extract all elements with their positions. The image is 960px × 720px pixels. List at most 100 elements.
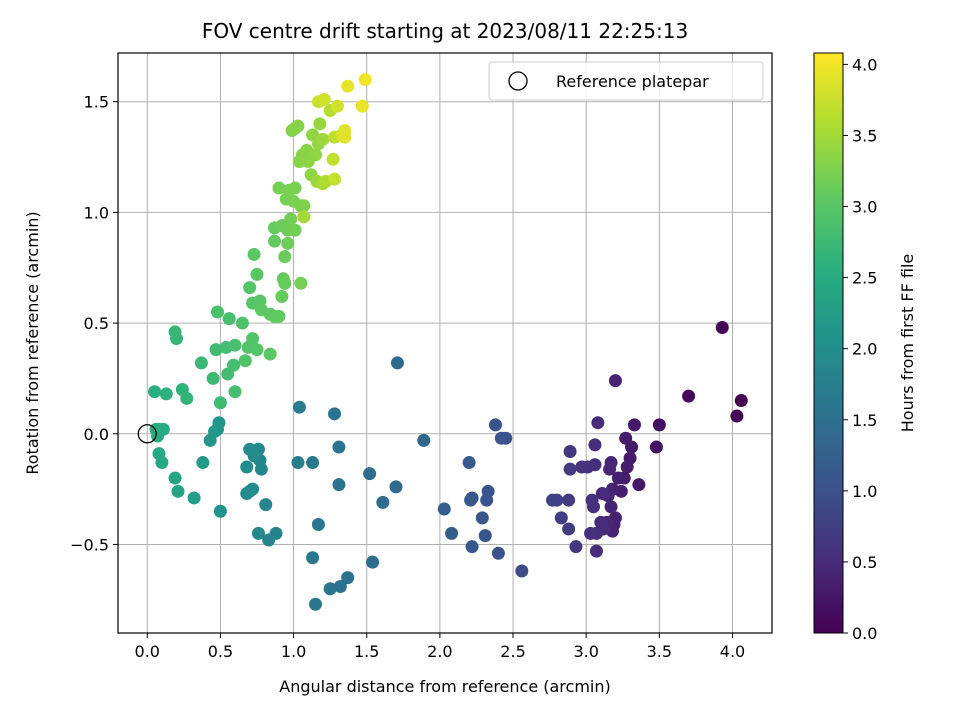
legend: Reference platepar xyxy=(488,61,764,101)
data-point xyxy=(465,540,479,554)
data-point xyxy=(389,480,403,494)
legend-marker-circle xyxy=(508,71,528,91)
colorbar: 0.0 0.5 1.0 1.5 2.0 2.5 3.0 3.5 4.0 Hours from f… xyxy=(813,52,917,643)
data-point xyxy=(213,396,227,410)
colorbar-tick-label: 3.0 xyxy=(852,198,877,217)
data-point xyxy=(445,526,459,540)
data-point xyxy=(569,540,583,554)
data-point xyxy=(194,356,208,370)
data-point xyxy=(250,267,264,281)
data-point xyxy=(203,433,217,447)
data-point xyxy=(715,321,729,335)
data-point xyxy=(563,462,577,476)
data-point xyxy=(682,389,696,403)
x-tick-label: 0.5 xyxy=(208,642,233,661)
data-point xyxy=(330,99,344,113)
data-point xyxy=(594,515,608,529)
data-point xyxy=(366,555,380,569)
data-point xyxy=(341,571,355,585)
data-point xyxy=(734,394,748,408)
data-point xyxy=(263,347,277,361)
data-point xyxy=(338,130,352,144)
data-point xyxy=(168,471,182,485)
data-point xyxy=(168,325,182,339)
data-point xyxy=(313,117,327,131)
data-point xyxy=(376,495,390,509)
data-point xyxy=(546,493,560,507)
data-point xyxy=(611,471,625,485)
data-point xyxy=(227,358,241,372)
data-point xyxy=(228,385,242,399)
data-point xyxy=(278,250,292,264)
data-point xyxy=(480,493,494,507)
data-point xyxy=(272,181,286,195)
data-point xyxy=(306,551,320,565)
data-point xyxy=(475,511,489,525)
data-point xyxy=(589,544,603,558)
data-point xyxy=(288,181,302,195)
data-point xyxy=(238,354,252,368)
data-point xyxy=(309,148,323,162)
x-tick-label: 1.5 xyxy=(354,642,379,661)
data-point xyxy=(222,312,236,326)
data-point xyxy=(588,438,602,452)
data-point xyxy=(575,460,589,474)
data-point xyxy=(187,491,201,505)
data-point xyxy=(306,456,320,470)
colorbar-tick-label: 0.0 xyxy=(852,624,877,643)
data-point xyxy=(275,290,289,304)
colorbar-tick-label: 2.5 xyxy=(852,269,877,288)
data-point xyxy=(152,447,166,461)
legend-label: Reference platepar xyxy=(556,72,709,91)
data-point xyxy=(288,223,302,237)
data-point xyxy=(652,418,666,432)
data-point xyxy=(297,210,311,224)
data-point xyxy=(562,493,576,507)
data-point xyxy=(278,276,292,290)
colorbar-tick-label: 1.5 xyxy=(852,411,877,430)
data-point xyxy=(240,460,254,474)
colorbar-ticks: 0.0 0.5 1.0 1.5 2.0 2.5 3.0 3.5 4.0 xyxy=(843,55,877,643)
data-point xyxy=(328,172,342,186)
data-point xyxy=(196,456,210,470)
data-point xyxy=(584,526,598,540)
data-point xyxy=(297,199,311,213)
y-axis-ticks: −0.5 0.0 0.5 1.0 1.5 xyxy=(70,93,118,554)
data-point xyxy=(649,440,663,454)
data-point xyxy=(488,418,502,432)
data-point xyxy=(294,276,308,290)
data-point xyxy=(209,343,223,357)
data-point xyxy=(619,431,633,445)
reference-point xyxy=(137,424,157,444)
data-point xyxy=(228,338,242,352)
y-axis-label: Rotation from reference (arcmin) xyxy=(23,211,42,474)
legend-box xyxy=(488,61,764,101)
data-point xyxy=(462,456,476,470)
y-tick-label: 1.5 xyxy=(84,93,109,112)
data-point xyxy=(603,462,617,476)
data-point xyxy=(291,119,305,133)
data-point xyxy=(259,498,273,512)
data-point xyxy=(355,99,369,113)
y-tick-label: −0.5 xyxy=(70,535,109,554)
data-point xyxy=(562,522,576,536)
data-point xyxy=(268,234,282,248)
x-tick-label: 2.0 xyxy=(427,642,452,661)
data-point xyxy=(363,467,377,481)
colorbar-tick-label: 0.5 xyxy=(852,553,877,572)
data-point xyxy=(311,518,325,532)
y-tick-label: 0.0 xyxy=(84,425,109,444)
data-point xyxy=(515,564,529,578)
data-point xyxy=(323,582,337,596)
data-point xyxy=(316,132,330,146)
data-point xyxy=(563,444,577,458)
colorbar-label: Hours from first FF file xyxy=(898,254,917,433)
grid-lines xyxy=(118,53,772,633)
data-point xyxy=(464,493,478,507)
plot-frame xyxy=(117,52,773,634)
data-point xyxy=(437,502,451,516)
data-point xyxy=(595,487,609,501)
data-point xyxy=(554,511,568,525)
data-point xyxy=(291,456,305,470)
